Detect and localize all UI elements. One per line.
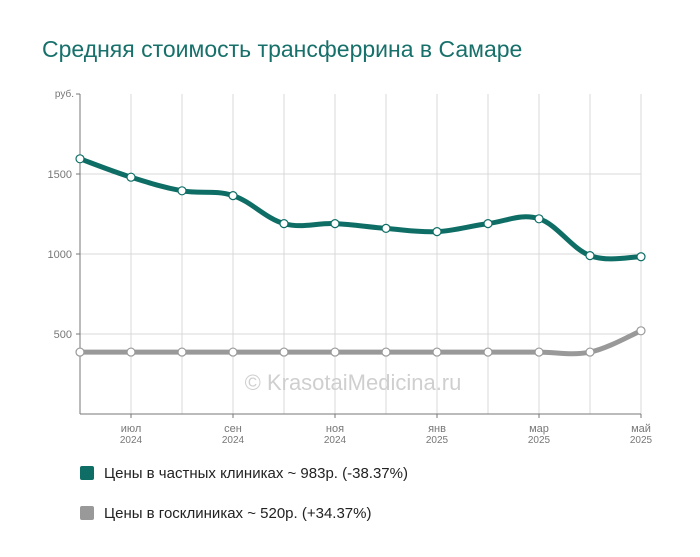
legend: Цены в частных клиниках ~ 983р. (-38.37%… <box>80 462 408 542</box>
data-point-private <box>330 219 340 229</box>
legend-item-public[interactable]: Цены в госклиниках ~ 520р. (+34.37%) <box>80 502 408 524</box>
chart-title: Средняя стоимость трансферрина в Самаре <box>42 36 523 62</box>
data-point-private <box>483 219 493 229</box>
x-tick-year: 2025 <box>630 435 653 446</box>
data-point-public <box>330 347 340 357</box>
legend-label-public: Цены в госклиниках ~ 520р. (+34.37%) <box>104 504 372 522</box>
data-point-public <box>381 347 391 357</box>
x-tick-month: янв <box>428 423 446 435</box>
data-point-public <box>279 347 289 357</box>
data-point-public <box>636 326 646 336</box>
data-point-public <box>75 347 85 357</box>
data-point-private <box>636 252 646 262</box>
data-point-private <box>381 223 391 233</box>
legend-swatch-public <box>80 506 94 520</box>
y-tick-label: 1000 <box>48 249 72 261</box>
data-point-private <box>534 214 544 224</box>
data-point-private <box>279 219 289 229</box>
x-tick-year: 2024 <box>222 435 245 446</box>
x-tick-month: июл <box>121 423 142 435</box>
data-point-public <box>228 347 238 357</box>
data-point-public <box>585 347 595 357</box>
data-point-private <box>228 191 238 201</box>
data-point-private <box>75 154 85 164</box>
y-tick-label: 1500 <box>48 169 72 181</box>
x-tick-month: май <box>631 423 651 435</box>
x-tick-year: 2024 <box>324 435 347 446</box>
data-point-public <box>483 347 493 357</box>
watermark: © KrasotaiMedicina.ru <box>245 370 462 395</box>
data-point-public <box>432 347 442 357</box>
data-point-public <box>126 347 136 357</box>
y-tick-label: 500 <box>54 329 72 341</box>
legend-item-private[interactable]: Цены в частных клиниках ~ 983р. (-38.37%… <box>80 462 408 484</box>
data-point-public <box>534 347 544 357</box>
legend-label-private: Цены в частных клиниках ~ 983р. (-38.37%… <box>104 464 408 482</box>
y-unit-label: руб. <box>55 88 74 100</box>
legend-swatch-private <box>80 466 94 480</box>
x-tick-year: 2024 <box>120 435 143 446</box>
data-point-private <box>585 251 595 261</box>
x-tick-year: 2025 <box>528 435 551 446</box>
data-point-private <box>177 186 187 196</box>
data-point-private <box>126 172 136 182</box>
x-tick-month: сен <box>224 423 242 435</box>
x-tick-month: ноя <box>326 423 344 435</box>
data-point-private <box>432 227 442 237</box>
x-tick-month: мар <box>529 423 549 435</box>
x-tick-year: 2025 <box>426 435 449 446</box>
data-point-public <box>177 347 187 357</box>
